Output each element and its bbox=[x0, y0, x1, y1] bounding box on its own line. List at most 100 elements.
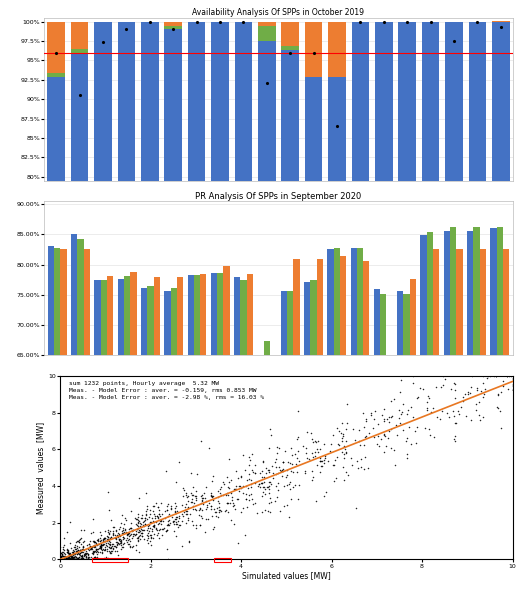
Point bbox=[163, 501, 172, 511]
Point bbox=[66, 543, 75, 553]
Point bbox=[367, 410, 376, 420]
Point bbox=[481, 385, 489, 394]
Point bbox=[102, 552, 110, 561]
Point bbox=[232, 466, 240, 476]
Point bbox=[60, 554, 68, 564]
Point bbox=[108, 539, 117, 549]
Point bbox=[311, 448, 319, 457]
Point bbox=[282, 481, 291, 490]
Point bbox=[109, 530, 117, 539]
Point bbox=[316, 453, 324, 462]
Point bbox=[111, 533, 120, 542]
Point bbox=[88, 545, 96, 554]
Point bbox=[195, 505, 203, 514]
Point bbox=[233, 474, 242, 483]
Point bbox=[69, 555, 77, 564]
Point bbox=[123, 530, 131, 540]
Bar bbox=[258, 41, 276, 592]
Point bbox=[58, 553, 66, 562]
Point bbox=[313, 444, 322, 453]
Point bbox=[104, 539, 112, 548]
Point bbox=[70, 550, 78, 559]
Point bbox=[87, 544, 95, 554]
Point bbox=[209, 495, 217, 504]
Point bbox=[236, 481, 244, 491]
Point bbox=[272, 462, 280, 471]
Point bbox=[62, 555, 70, 564]
Point bbox=[106, 540, 115, 550]
Point bbox=[155, 518, 163, 527]
Point bbox=[214, 492, 222, 501]
Point bbox=[266, 479, 275, 488]
Point bbox=[125, 531, 133, 540]
Point bbox=[90, 552, 99, 562]
Point bbox=[58, 549, 66, 559]
Point bbox=[163, 544, 172, 554]
Point bbox=[479, 412, 487, 422]
Point bbox=[123, 535, 132, 544]
Point bbox=[200, 488, 208, 498]
Point bbox=[363, 464, 372, 473]
Point bbox=[126, 541, 134, 551]
Point bbox=[69, 555, 77, 564]
Point bbox=[156, 520, 165, 529]
Point bbox=[109, 523, 118, 532]
Point bbox=[172, 532, 180, 541]
Bar bbox=[235, 22, 252, 592]
Point bbox=[212, 511, 220, 521]
Point bbox=[332, 473, 340, 482]
Point bbox=[98, 540, 107, 549]
Point bbox=[93, 535, 101, 545]
Point bbox=[115, 524, 123, 533]
Point bbox=[64, 549, 73, 558]
Point bbox=[450, 411, 459, 420]
Point bbox=[88, 542, 97, 552]
Point bbox=[134, 523, 142, 533]
Point bbox=[285, 512, 293, 522]
Point bbox=[88, 542, 97, 552]
Point bbox=[83, 548, 92, 558]
Point bbox=[406, 402, 415, 411]
Point bbox=[59, 553, 67, 562]
Point bbox=[106, 543, 115, 553]
Point bbox=[337, 428, 346, 437]
Point bbox=[321, 451, 329, 461]
Point bbox=[360, 440, 368, 449]
Point bbox=[197, 498, 206, 508]
Point bbox=[225, 454, 233, 464]
Point bbox=[78, 552, 86, 562]
Point bbox=[92, 555, 100, 564]
Point bbox=[262, 468, 270, 478]
Point bbox=[145, 520, 153, 529]
Point bbox=[118, 528, 127, 538]
Point bbox=[496, 406, 504, 416]
Bar bbox=[304, 282, 310, 592]
Point bbox=[138, 510, 146, 520]
Point bbox=[258, 457, 267, 466]
Point bbox=[117, 537, 126, 546]
Point bbox=[76, 545, 85, 554]
Point bbox=[101, 540, 110, 549]
Bar bbox=[496, 227, 503, 592]
Point bbox=[73, 536, 82, 545]
Point bbox=[284, 457, 292, 466]
Point bbox=[132, 533, 141, 543]
Point bbox=[111, 554, 120, 564]
Point bbox=[87, 552, 95, 562]
Point bbox=[89, 552, 98, 562]
Point bbox=[74, 552, 83, 562]
Point bbox=[97, 539, 105, 549]
Point bbox=[454, 406, 463, 416]
Point bbox=[112, 530, 121, 540]
Point bbox=[455, 410, 463, 419]
Point bbox=[308, 435, 316, 444]
Point bbox=[416, 384, 425, 393]
Point bbox=[278, 465, 287, 474]
Point bbox=[459, 397, 467, 406]
Point bbox=[115, 530, 123, 539]
Point bbox=[93, 545, 101, 554]
Point bbox=[414, 392, 422, 401]
Bar bbox=[124, 275, 130, 592]
Point bbox=[154, 503, 163, 512]
Point bbox=[63, 548, 72, 558]
